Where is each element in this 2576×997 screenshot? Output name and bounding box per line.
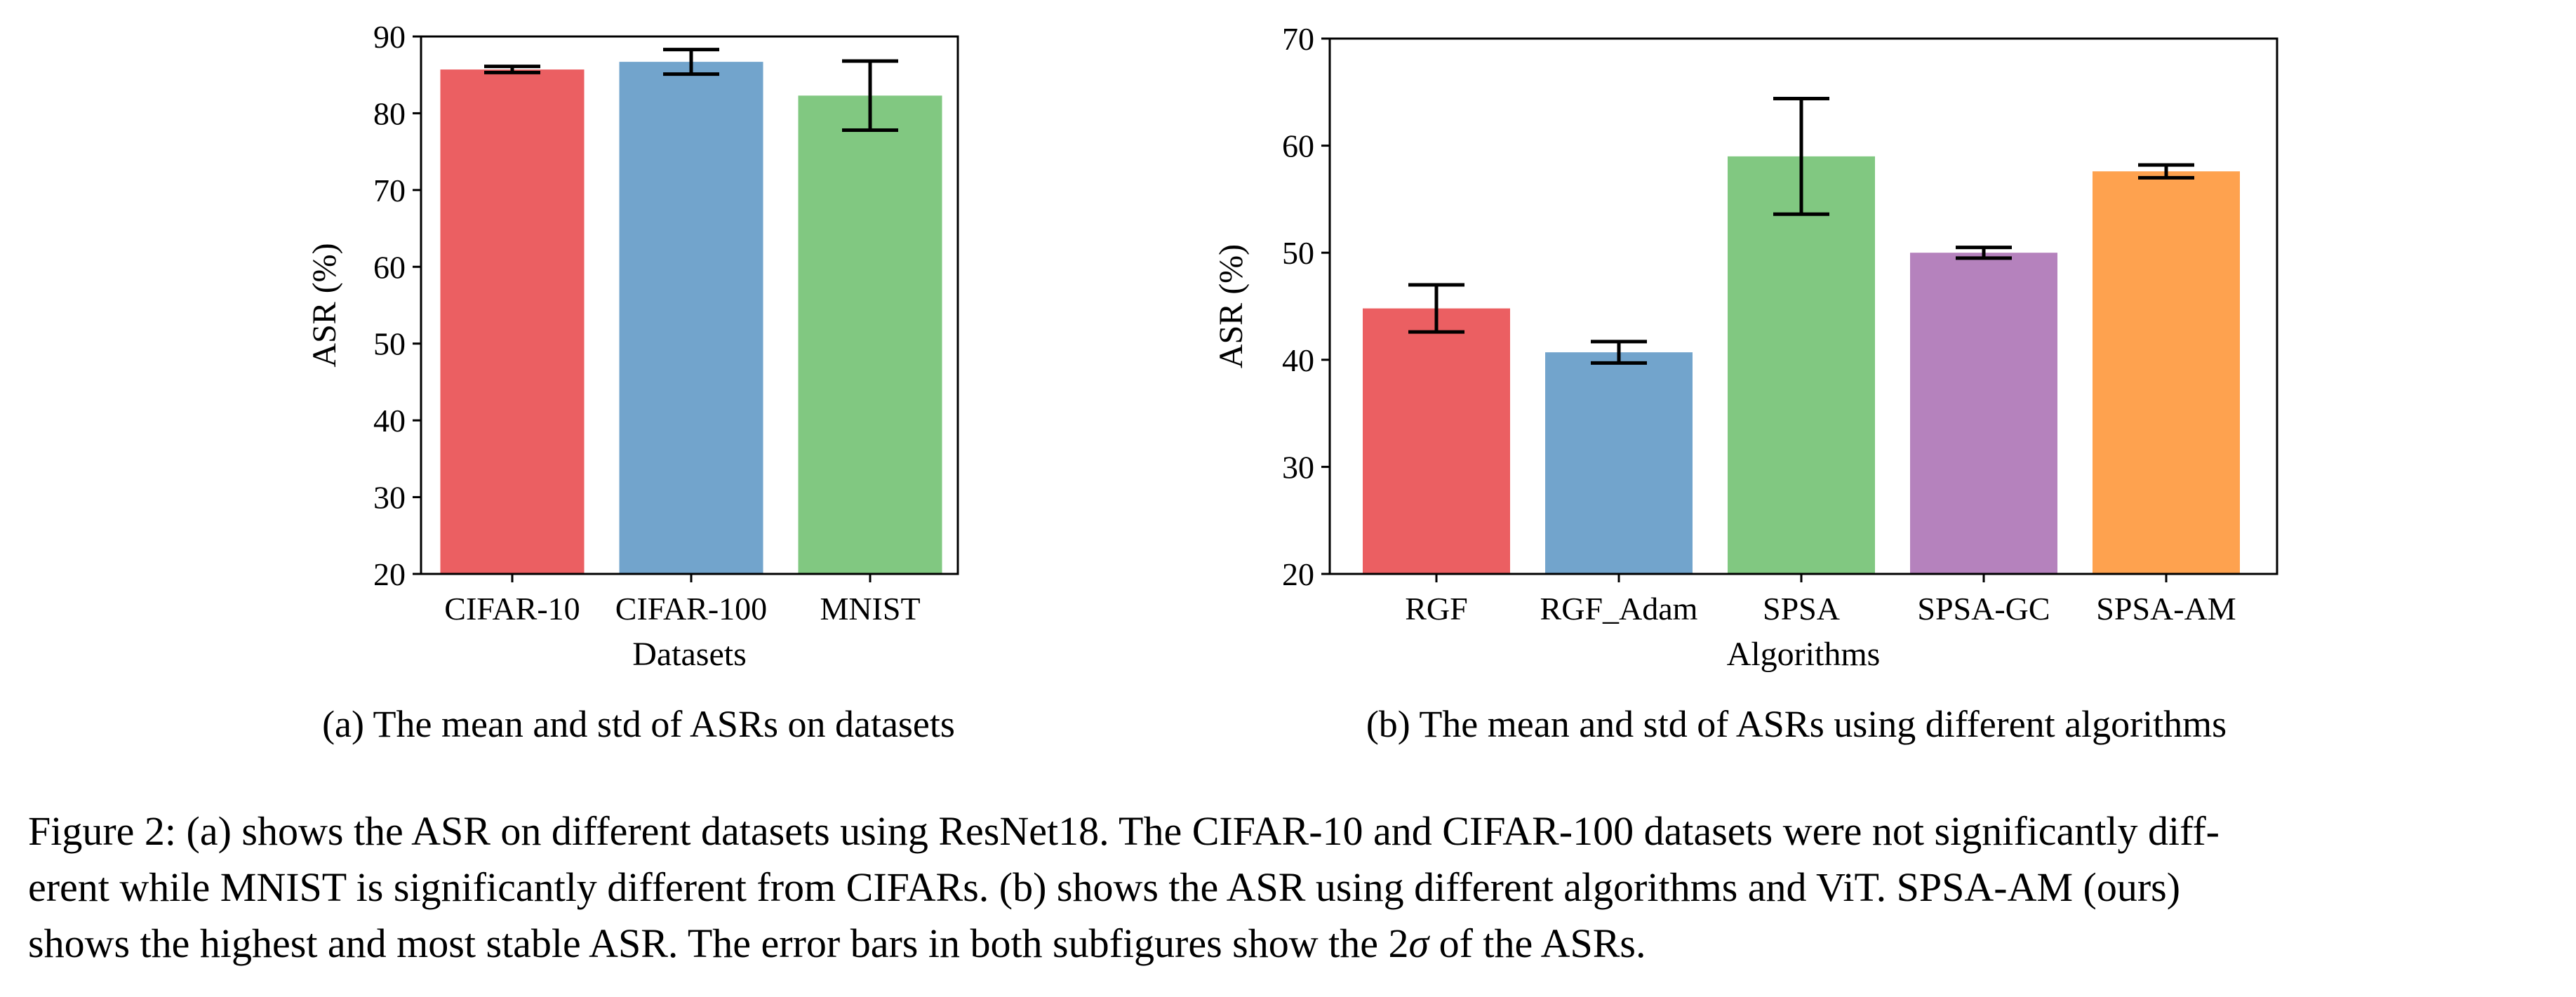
axes-frame-a [420,35,959,575]
x-tick-label-b-RGF_Adam: RGF_Adam [1540,591,1698,627]
figure-caption-line-1: Figure 2: (a) shows the ASR on different… [28,808,2220,854]
y-tick-label-a-30: 30 [373,480,406,516]
chart-b: RGF RGF_Adam SPSA SPSA-GC SPSA-AM 20 30 40 50 60 7… [1213,21,2278,673]
y-tick-label-a-80: 80 [373,95,406,131]
bar-a-MNIST [798,95,942,574]
x-tick-label-b-SPSA: SPSA [1763,591,1840,627]
y-tick-label-b-40: 40 [1282,342,1314,378]
chart-a: CIFAR-10 CIFAR-100 MNIST 20 30 40 50 60 70 80 90 AS… [306,19,959,673]
bar-b-RGF [1363,308,1510,574]
y-tick-label-b-20: 20 [1282,556,1314,592]
bar-b-SPSA [1728,156,1875,575]
bar-a-CIFAR-100 [619,62,763,574]
bar-b-SPSA-AM [2093,171,2240,574]
caption-line-3-suffix: of the ASRs. [1429,921,1646,966]
bar-a-CIFAR-10 [440,69,585,575]
y-tick-label-b-50: 50 [1282,235,1314,271]
x-tick-label-b-RGF: RGF [1405,591,1467,627]
x-axis-label-a: Datasets [632,636,747,673]
sigma-symbol: σ [1408,921,1429,966]
x-tick-label-a-CIFAR-100: CIFAR-100 [615,591,767,627]
x-axis-label-b: Algorithms [1727,636,1881,673]
figure-caption-line-2: erent while MNIST is significantly diffe… [28,864,2181,910]
x-tick-label-b-SPSA-GC: SPSA-GC [1917,591,2050,627]
bar-b-SPSA-GC [1910,253,2057,574]
subcaption-a: (a) The mean and std of ASRs on datasets [322,703,955,745]
caption-line-3-prefix: shows the highest and most stable ASR. T… [28,921,1409,966]
axes-frame-b [1328,37,2278,575]
x-tick-label-a-CIFAR-10: CIFAR-10 [444,591,580,627]
y-tick-label-a-90: 90 [373,19,406,55]
subcaption-b: (b) The mean and std of ASRs using diffe… [1366,703,2227,745]
y-tick-label-b-30: 30 [1282,449,1314,485]
y-tick-label-a-40: 40 [373,403,406,439]
y-axis-label-b: ASR (%) [1213,244,1250,368]
figure-caption-line-3: shows the highest and most stable ASR. T… [28,916,2554,972]
y-tick-label-a-20: 20 [373,556,406,592]
y-tick-label-b-70: 70 [1282,21,1314,57]
x-tick-label-b-SPSA-AM: SPSA-AM [2096,591,2236,627]
y-tick-label-a-50: 50 [373,326,406,362]
y-axis-label-a: ASR (%) [306,243,343,367]
x-tick-label-a-MNIST: MNIST [820,591,920,627]
y-tick-label-a-70: 70 [373,173,406,208]
y-tick-label-b-60: 60 [1282,128,1314,164]
y-tick-label-a-60: 60 [373,249,406,285]
bar-b-RGF_Adam [1545,352,1693,574]
